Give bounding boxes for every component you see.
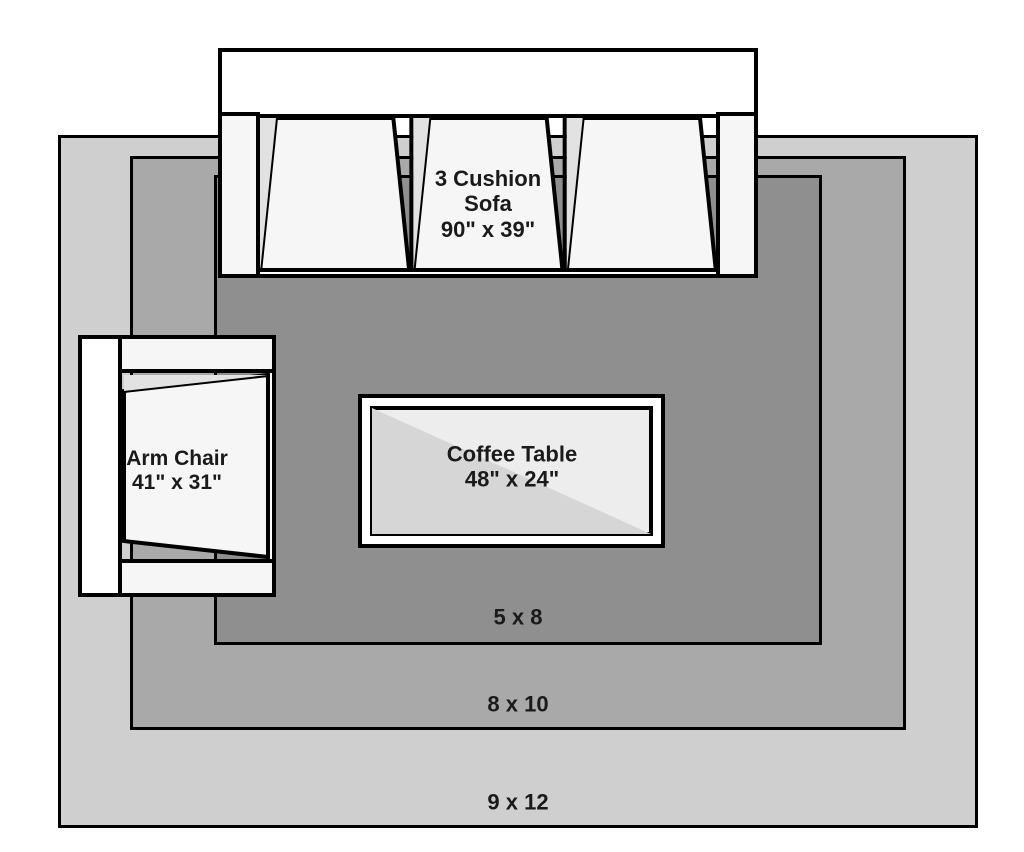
sofa (218, 48, 758, 278)
rug-8x10-label: 8 x 10 (318, 691, 718, 716)
rug-9x12-label: 9 x 12 (318, 789, 718, 814)
rug-5x8-label: 5 x 8 (318, 604, 718, 629)
sofa-label: 3 Cushion Sofa 90" x 39" (288, 166, 688, 242)
coffee-table-label: Coffee Table 48" x 24" (312, 442, 712, 493)
